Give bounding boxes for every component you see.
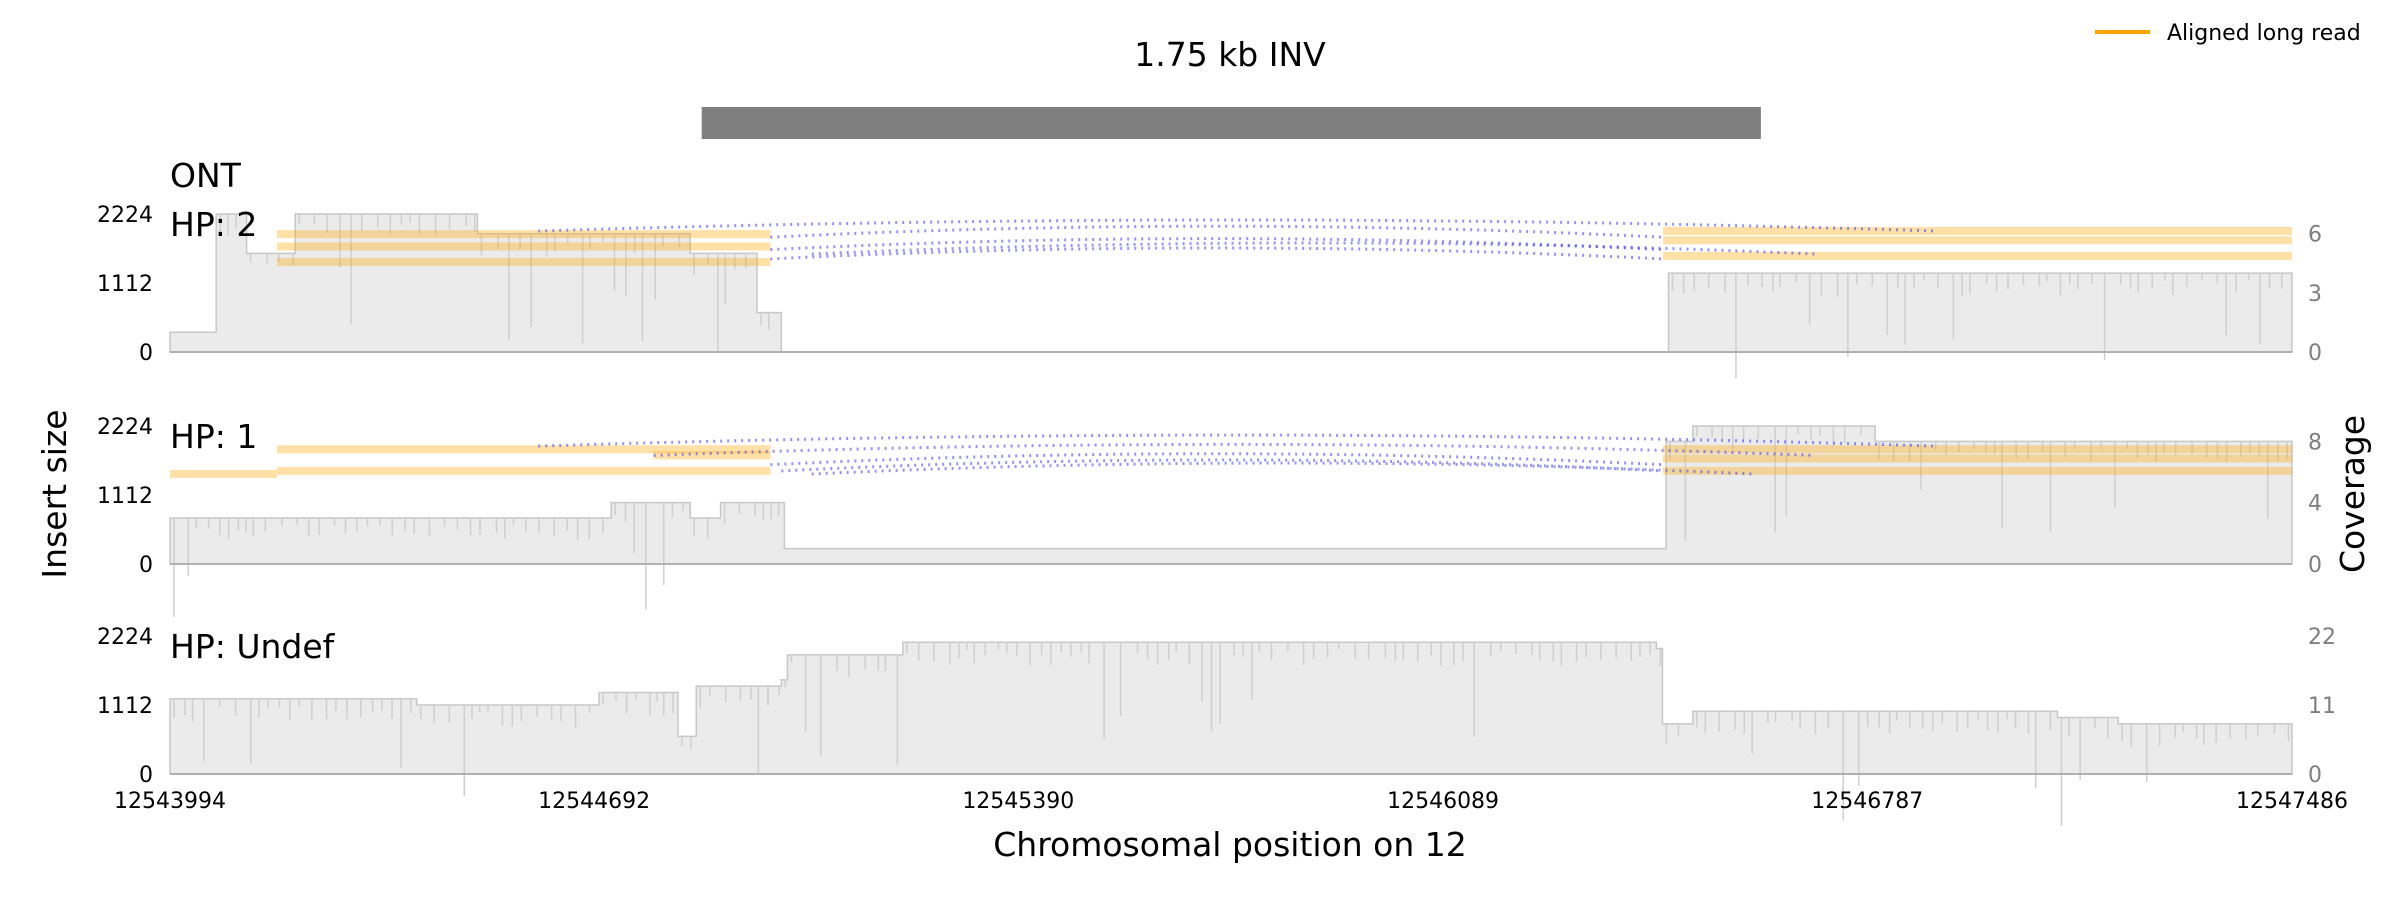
y-tick-left: 2224: [97, 203, 153, 228]
panel-label: HP: 2: [170, 205, 257, 244]
split-read-arc: [770, 226, 1663, 237]
legend: Aligned long read: [2095, 21, 2361, 46]
panel-1: 0 1112 2224 0 3 6 HP: 2 ONT: [97, 156, 2322, 378]
x-axis-label: Chromosomal position on 12: [993, 825, 1467, 864]
y-tick-right: 0: [2308, 341, 2322, 366]
x-tick-label: 12546089: [1387, 789, 1499, 814]
x-tick-label: 12543994: [114, 789, 226, 814]
y-tick-right: 11: [2308, 694, 2336, 719]
y-tick-left: 0: [139, 341, 153, 366]
x-tick-label: 12544692: [538, 789, 650, 814]
y-tick-right: 0: [2308, 763, 2322, 788]
y-axis-label-right: Coverage: [2333, 415, 2372, 573]
y-tick-left: 2224: [97, 415, 153, 440]
y-tick-right: 3: [2308, 282, 2322, 307]
panel-3: 0 1112 2224 0 11 22 HP: Undef: [97, 625, 2336, 826]
x-axis: 12543994 12544692 12545390 12546089 12546787…: [114, 789, 2348, 814]
panel-label: HP: Undef: [170, 627, 336, 666]
chart-title: 1.75 kb INV: [1134, 35, 1326, 74]
y-tick-left: 1112: [97, 272, 153, 297]
sv-region-bar: [702, 107, 1761, 139]
y-tick-left: 0: [139, 553, 153, 578]
split-read-arc: [770, 239, 1663, 250]
panel-2: 0 1112 2224 0 4 8 HP: 1: [97, 415, 2322, 617]
x-tick-label: 12545390: [962, 789, 1074, 814]
y-tick-right: 6: [2308, 223, 2322, 248]
split-read-arc: [812, 463, 1754, 474]
y-tick-left: 1112: [97, 484, 153, 509]
y-tick-right: 8: [2308, 430, 2322, 455]
y-tick-left: 1112: [97, 694, 153, 719]
split-read-arc: [781, 460, 1663, 471]
y-tick-right: 22: [2308, 625, 2336, 650]
y-tick-right: 0: [2308, 553, 2322, 578]
panel-label: HP: 1: [170, 417, 257, 456]
y-tick-right: 4: [2308, 492, 2322, 517]
y-tick-left: 2224: [97, 625, 153, 650]
y-axis-label-left: Insert size: [35, 409, 74, 578]
x-tick-label: 12547486: [2236, 789, 2348, 814]
panel-title-above: ONT: [170, 156, 242, 195]
y-tick-left: 0: [139, 763, 153, 788]
x-tick-label: 12546787: [1811, 789, 1923, 814]
legend-label: Aligned long read: [2167, 21, 2361, 46]
